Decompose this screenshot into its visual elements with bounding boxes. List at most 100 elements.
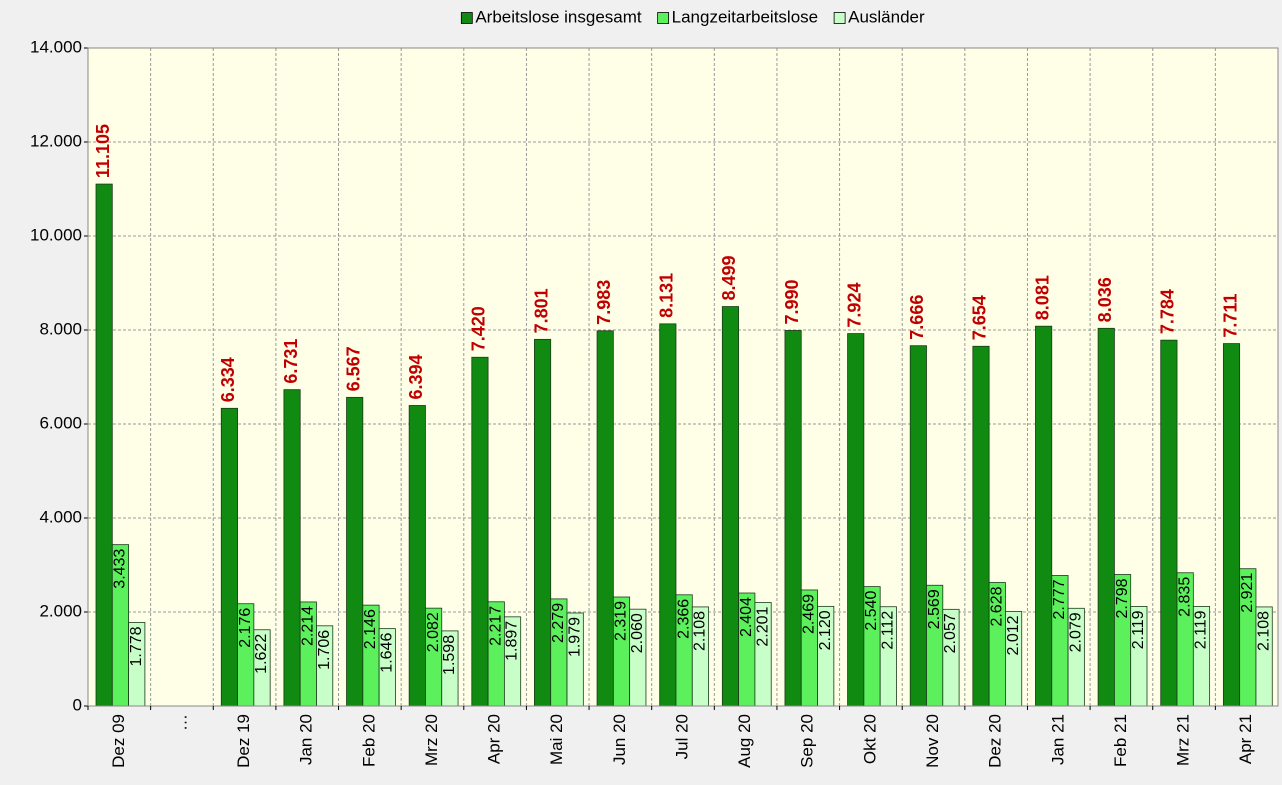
data-label: 2.366 [675, 599, 692, 639]
bar [1035, 325, 1053, 707]
legend-swatch [833, 12, 846, 24]
data-label: 2.628 [989, 586, 1006, 626]
x-tick-label: Okt 20 [860, 714, 879, 764]
data-label: 1.706 [316, 630, 333, 670]
data-label: 2.176 [237, 608, 254, 648]
bar [283, 389, 301, 707]
x-tick-label: Jan 20 [297, 714, 316, 765]
data-label: 6.394 [406, 354, 426, 399]
data-label: 2.146 [362, 609, 379, 649]
y-tick-label: 2.000 [39, 601, 82, 620]
data-label: 7.990 [782, 279, 802, 324]
data-label: 7.711 [1220, 294, 1240, 338]
data-label: 2.108 [692, 611, 709, 651]
bar [408, 405, 426, 707]
data-label: 3.433 [112, 549, 129, 589]
data-label: 2.777 [1051, 579, 1068, 619]
x-tick-label: Sep 20 [798, 714, 817, 768]
y-tick-label: 14.000 [30, 37, 82, 56]
data-label: 7.924 [844, 283, 864, 328]
bar [721, 306, 740, 707]
y-tick-label: 6.000 [39, 413, 82, 432]
data-label: 6.567 [343, 346, 363, 391]
x-tick-label: Jan 21 [1048, 714, 1067, 765]
data-label: 2.798 [1114, 578, 1131, 618]
x-tick-label: Mai 20 [547, 714, 566, 765]
data-label: 2.921 [1239, 573, 1256, 613]
data-label: 2.060 [629, 613, 646, 653]
data-label: 1.622 [253, 634, 270, 674]
data-label: 2.057 [942, 613, 959, 653]
data-label: 1.778 [128, 626, 145, 666]
data-label: 6.334 [218, 357, 238, 402]
data-label: 6.731 [281, 339, 301, 384]
legend-label: Ausländer [848, 7, 925, 26]
data-label: 2.079 [1067, 612, 1084, 652]
x-tick-label: Nov 20 [923, 714, 942, 768]
data-label: 2.404 [738, 597, 755, 637]
data-label: 2.569 [926, 589, 943, 629]
data-label: 1.598 [441, 635, 458, 675]
y-tick-label: 8.000 [39, 319, 82, 338]
data-label: 7.983 [594, 280, 614, 325]
data-label: 2.082 [425, 612, 442, 652]
bar [784, 330, 802, 707]
bar [847, 333, 865, 707]
bar [909, 345, 927, 707]
data-label: 7.420 [469, 306, 489, 351]
data-label: 8.081 [1032, 275, 1052, 320]
data-label: 2.112 [880, 611, 897, 650]
x-tick-label: Jul 20 [672, 714, 691, 759]
data-label: 11.105 [93, 124, 113, 178]
data-label: 2.540 [863, 591, 880, 631]
data-label: 2.012 [1005, 615, 1022, 655]
y-tick-label: 12.000 [30, 131, 82, 150]
y-tick-label: 10.000 [30, 225, 82, 244]
data-label: 2.835 [1176, 577, 1193, 617]
bar [1160, 339, 1178, 707]
data-label: 7.666 [907, 295, 927, 340]
x-tick-label: Mrz 21 [1174, 714, 1193, 766]
x-tick-label: Aug 20 [735, 714, 754, 768]
data-label: 2.217 [487, 606, 504, 646]
data-label: 2.201 [754, 606, 771, 646]
x-tick-label: Jun 20 [610, 714, 629, 765]
bar [346, 396, 364, 707]
data-label: 8.131 [657, 273, 677, 318]
data-label: 8.499 [719, 256, 739, 301]
bar [95, 183, 113, 707]
x-tick-label: … [171, 714, 190, 731]
bar [596, 330, 614, 707]
bar [659, 323, 677, 707]
data-label: 2.469 [801, 594, 818, 634]
data-label: 1.646 [378, 633, 395, 673]
x-tick-label: Apr 20 [485, 714, 504, 764]
x-tick-label: Dez 20 [986, 714, 1005, 768]
bar [471, 356, 489, 707]
data-label: 1.979 [566, 617, 583, 657]
data-label: 1.897 [504, 621, 521, 661]
x-tick-label: Dez 19 [234, 714, 253, 768]
legend-swatch [657, 12, 670, 24]
x-tick-label: Dez 09 [109, 714, 128, 768]
x-tick-label: Feb 20 [359, 714, 378, 767]
bar [1222, 343, 1241, 707]
data-label: 2.279 [550, 603, 567, 643]
bar [972, 345, 990, 707]
y-tick-label: 4.000 [39, 507, 82, 526]
data-label: 7.654 [970, 295, 990, 340]
x-tick-label: Apr 21 [1236, 714, 1255, 764]
x-tick-label: Feb 21 [1111, 714, 1130, 767]
bar [534, 338, 552, 707]
x-tick-label: Mrz 20 [422, 714, 441, 766]
legend-swatch [460, 12, 473, 24]
plot-border [87, 47, 1279, 707]
bar [1097, 327, 1115, 707]
data-label: 2.119 [1193, 610, 1210, 649]
y-tick-label: 0 [73, 695, 82, 714]
data-label: 2.214 [300, 606, 317, 646]
legend-label: Langzeitarbeitslose [672, 7, 818, 26]
legend-label: Arbeitslose insgesamt [475, 7, 642, 26]
data-label: 2.319 [613, 601, 630, 641]
